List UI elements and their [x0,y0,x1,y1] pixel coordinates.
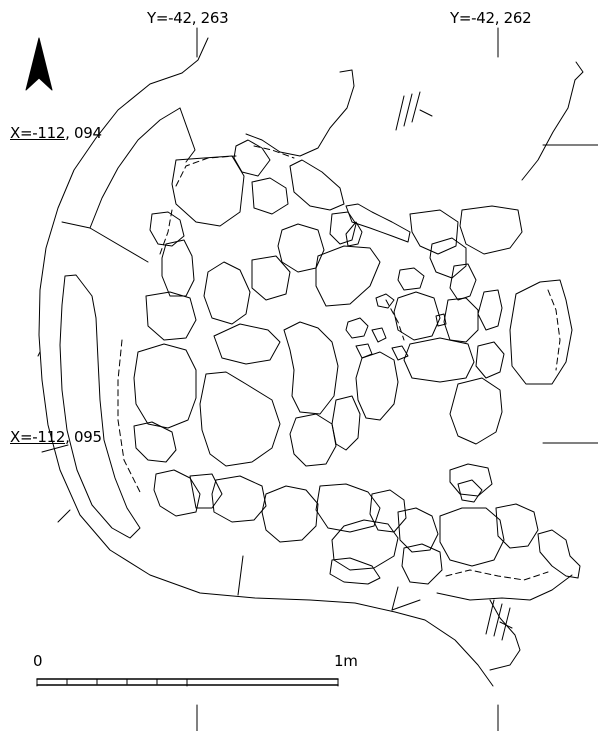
x-coordinate-suffix: , 094 [65,124,102,142]
x-coordinate-label-top: X=-112, 094 [10,124,102,142]
x-coordinate-label-bottom: X=-112, 095 [10,428,102,446]
x-coordinate-prefix: X=-112 [10,124,66,142]
north-arrow-icon [26,38,52,90]
y-coordinate-label-left: Y=-42, 263 [147,9,229,27]
grid-ticks [197,28,598,731]
x-coordinate-prefix: X=-112 [10,428,66,446]
dashed-limits [118,146,560,580]
scale-end-label: 1m [334,652,358,670]
y-coordinate-label-right: Y=-42, 262 [450,9,532,27]
x-coordinate-suffix: , 095 [65,428,102,446]
scale-bar [37,679,338,686]
slope-hatch [396,92,512,640]
scale-start-label: 0 [33,652,43,670]
pit-outline [38,38,583,686]
stones [134,140,580,584]
